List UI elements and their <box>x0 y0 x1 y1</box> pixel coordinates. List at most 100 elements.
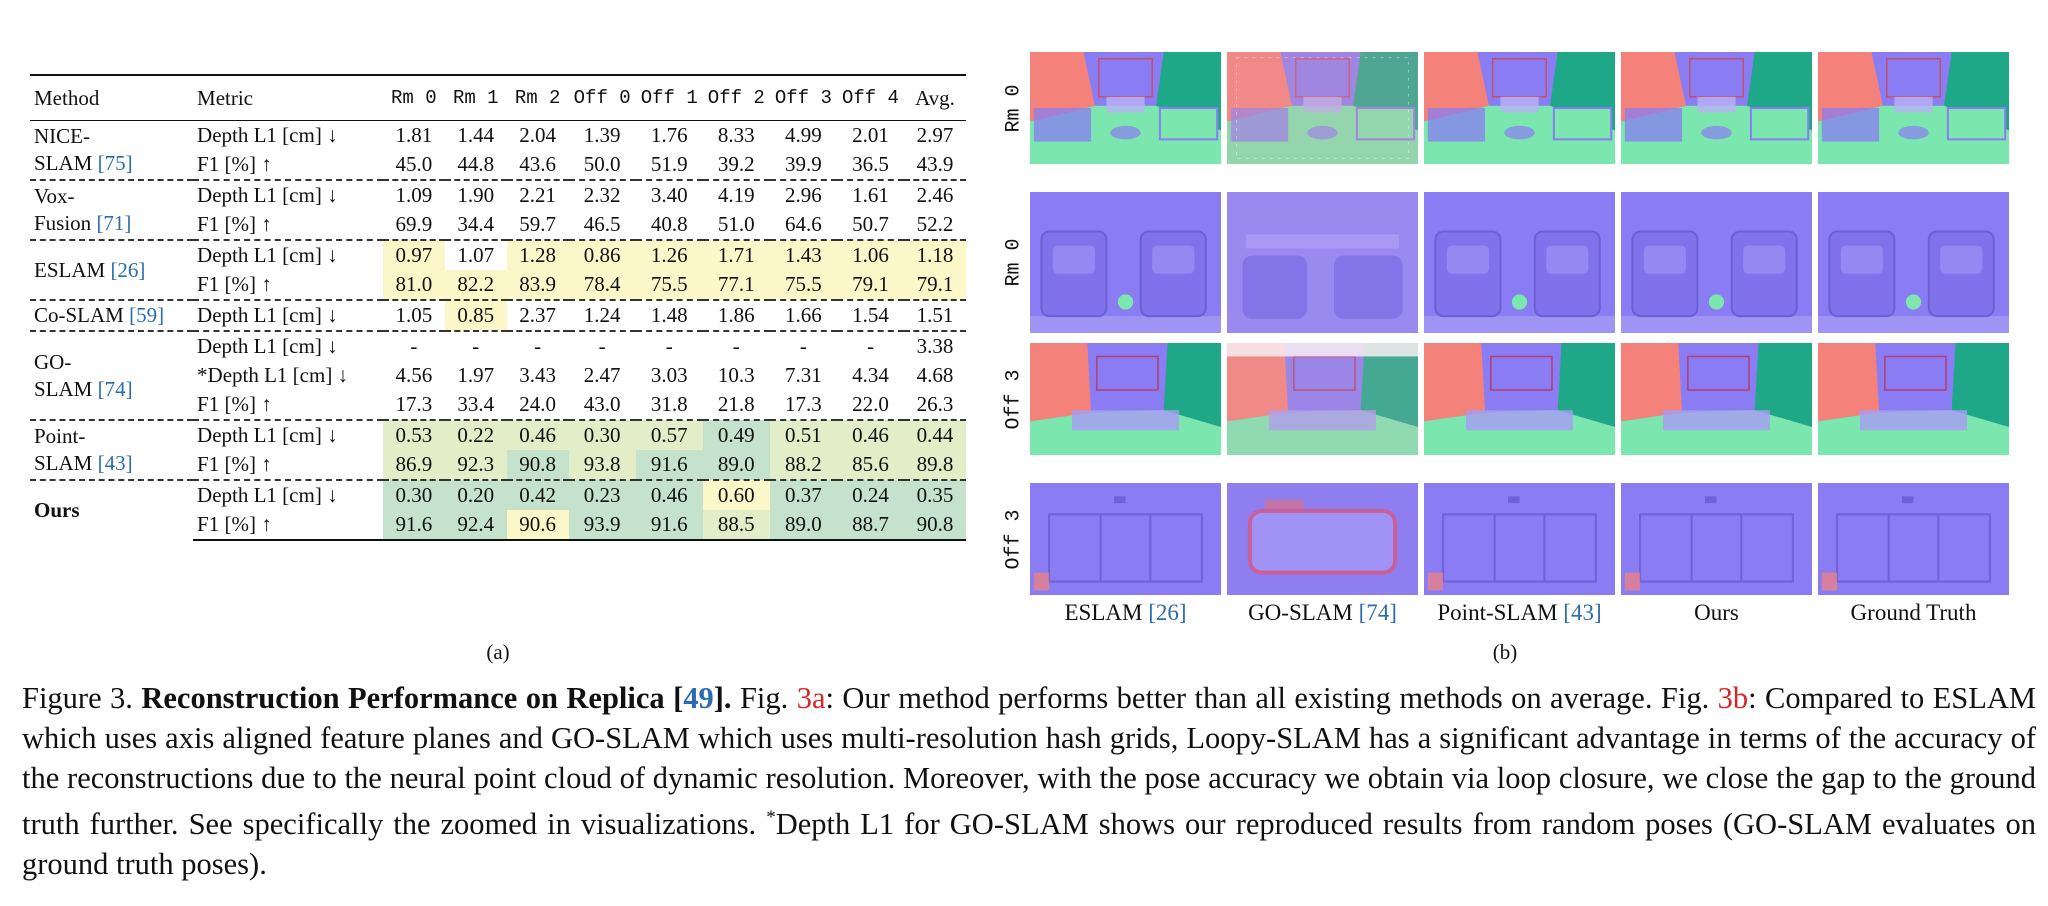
value-cell: 0.42 <box>506 479 569 510</box>
results-table: Method Metric Rm 0 Rm 1 Rm 2 Off 0 Off 1… <box>30 74 966 541</box>
value-cell: 1.54 <box>836 299 904 331</box>
value-cell: 1.39 <box>568 120 636 150</box>
header-avg: Avg. <box>904 74 966 121</box>
citation-link[interactable]: [43] <box>97 451 133 475</box>
metric-cell: *Depth L1 [cm] ↓ <box>197 363 349 387</box>
subfigure-a-caption: (a) <box>486 640 510 664</box>
value-cell: 1.07 <box>444 239 507 270</box>
subfigure-b-caption: (b) <box>1492 640 1518 664</box>
avg-value-cell: 2.97 <box>904 120 966 150</box>
table-header-row: Method Metric Rm 0 Rm 1 Rm 2 Off 0 Off 1… <box>30 74 966 121</box>
value-cell: - <box>702 330 770 361</box>
metric-cell: F1 [%] ↑ <box>197 272 272 296</box>
citation-link[interactable]: 49 <box>683 681 714 715</box>
metric-cell: Depth L1 [cm] ↓ <box>193 419 383 450</box>
figure-ref-link[interactable]: 3a <box>796 681 826 715</box>
value-cell: 3.43 <box>519 363 557 387</box>
row-label: Off 3 <box>1002 368 1026 430</box>
value-cell: 93.8 <box>568 450 636 480</box>
normal-map-image <box>1227 343 1418 455</box>
avg-value-cell: 1.18 <box>904 239 966 270</box>
method-cell: Co-SLAM [59] <box>30 299 194 331</box>
value-cell: 0.85 <box>444 299 507 331</box>
normal-map-image <box>1030 343 1221 455</box>
method-name: Vox- <box>34 184 75 208</box>
value-cell: 0.22 <box>444 419 507 450</box>
method-name: GO- <box>34 349 72 374</box>
value-cell: 4.56 <box>395 363 433 387</box>
table-row: GO- SLAM [74] Depth L1 [cm] ↓ - - - - - - - -3.38 <box>30 330 966 420</box>
citation-link[interactable]: [74] <box>1358 600 1397 625</box>
value-cell: 7.31 <box>785 363 822 387</box>
citation-link[interactable]: [74] <box>97 376 133 401</box>
value-cell: 93.9 <box>568 510 636 541</box>
avg-value-cell: 43.9 <box>916 152 954 176</box>
method-cell: GO- SLAM [74] <box>30 330 194 420</box>
header-method: Method <box>30 74 194 121</box>
metric-cell: Depth L1 [cm] ↓ <box>193 330 383 361</box>
normal-map-image <box>1227 192 1418 333</box>
avg-value-cell: 79.1 <box>904 270 966 300</box>
value-cell: 2.96 <box>769 179 837 210</box>
avg-value-cell: 1.51 <box>904 299 966 331</box>
table-row: F1 [%] ↑ 69.9 34.4 59.7 46.5 40.8 51.0 64.6 50.7… <box>30 210 966 240</box>
method-name: Ours <box>34 498 80 522</box>
value-cell: 75.5 <box>769 270 837 300</box>
figure-ref-link[interactable]: 3b <box>1717 681 1749 715</box>
citation-link[interactable]: [26] <box>110 257 146 282</box>
header-metric: Metric <box>193 74 383 121</box>
table-row: Vox- Fusion [71] Depth L1 [cm] ↓ 1.09 1.90 2.… <box>30 179 966 240</box>
value-cell: 89.0 <box>702 450 770 480</box>
value-cell: 0.46 <box>506 419 569 450</box>
method-cell: ESLAM [26] <box>30 239 194 300</box>
row-label: Rm 0 <box>1002 238 1026 287</box>
footnote-text: Depth L1 for GO-SLAM shows our reproduce… <box>22 807 2036 882</box>
value-cell: 75.5 <box>635 270 703 300</box>
value-cell: 78.4 <box>568 270 636 300</box>
value-cell: 10.3 <box>717 363 755 387</box>
table-body: NICE- SLAM [75] Depth L1 [cm] ↓ 1.81 1.44 2.0… <box>30 120 966 541</box>
value-cell: 83.9 <box>506 270 569 300</box>
metric-cell: Depth L1 [cm] ↓ <box>193 239 383 270</box>
citation-link[interactable]: [59] <box>129 303 165 327</box>
table-row: Co-SLAM [59] Depth L1 [cm] ↓ 1.05 0.85 2.37 1… <box>30 299 966 331</box>
value-cell: 1.61 <box>836 179 904 210</box>
normal-map-image <box>1621 343 1812 455</box>
avg-value-cell: 52.2 <box>916 212 954 236</box>
citation-link[interactable]: [71] <box>96 211 132 235</box>
value-cell: 92.4 <box>444 510 507 541</box>
value-cell: 2.37 <box>506 299 569 331</box>
normal-map-image <box>1818 343 2009 455</box>
row-label: Off 3 <box>1002 508 1026 570</box>
value-cell: 88.7 <box>836 510 904 541</box>
avg-value-cell: 90.8 <box>904 510 966 541</box>
value-cell: 3.40 <box>635 179 703 210</box>
value-cell: 1.97 <box>457 363 495 387</box>
header-scene: Off 2 <box>702 74 770 121</box>
value-cell: 90.6 <box>506 510 569 541</box>
citation-link[interactable]: [26] <box>1148 600 1187 625</box>
value-cell: 0.49 <box>702 419 770 450</box>
citation-link[interactable]: [75] <box>97 151 133 175</box>
table-row: Ours Depth L1 [cm] ↓ 0.30 0.20 0.42 0.23 0.46 0… <box>30 479 966 540</box>
normal-map-image <box>1621 483 1812 595</box>
avg-value-cell: 4.68 <box>916 363 954 387</box>
value-cell: 1.44 <box>444 120 507 150</box>
value-cell: 64.6 <box>785 212 822 236</box>
normal-map-image <box>1818 483 2009 595</box>
table-row: F1 [%] ↑ 17.3 33.4 24.0 43.0 31.8 21.8 17.3 22.0… <box>30 390 966 420</box>
column-label: Ours <box>1694 600 1739 625</box>
value-cell: 91.6 <box>635 510 703 541</box>
value-cell: 33.4 <box>457 392 495 416</box>
method-cell: Vox- Fusion [71] <box>30 179 194 240</box>
value-cell: 1.76 <box>635 120 703 150</box>
value-cell: 92.3 <box>444 450 507 480</box>
citation-link[interactable]: [43] <box>1563 600 1602 625</box>
value-cell: 0.46 <box>635 479 703 510</box>
value-cell: 1.43 <box>769 239 837 270</box>
column-label: Point-SLAM [43] <box>1437 600 1602 625</box>
normal-map-image <box>1424 52 1615 164</box>
column-label: Ground Truth <box>1850 600 1977 625</box>
value-cell: 81.0 <box>382 270 445 300</box>
value-cell: 91.6 <box>635 450 703 480</box>
